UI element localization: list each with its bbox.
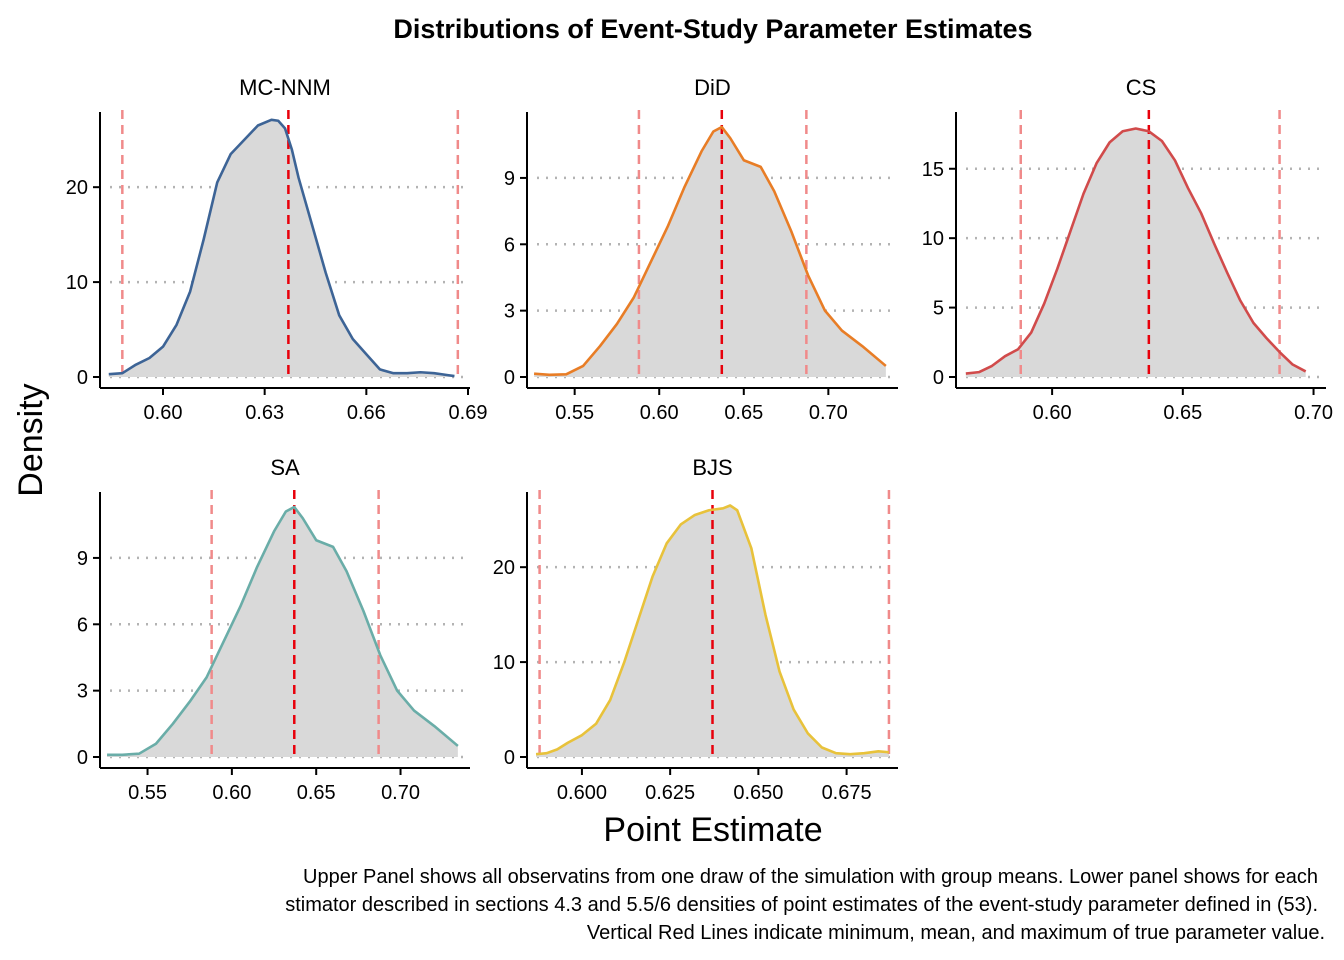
x-axis-title: Point Estimate [603, 811, 822, 849]
y-tick-label: 0 [933, 367, 944, 389]
density-area-cs [965, 128, 1306, 377]
y-tick-label: 9 [504, 168, 515, 190]
x-tick-label: 0.63 [245, 402, 284, 424]
x-tick-label: 0.55 [555, 402, 594, 424]
x-tick-label: 0.70 [381, 782, 420, 804]
y-tick-label: 3 [504, 301, 515, 323]
panel-title-bjs: BJS [692, 455, 732, 480]
panel-sa: SA 0 3 6 9 0.55 0.60 0.65 0.70 [77, 455, 470, 804]
y-tick-label: 0 [77, 747, 88, 769]
x-tick-label: 0.60 [1033, 402, 1072, 424]
y-axis-title: Density [12, 383, 50, 496]
density-area-mc-nnm [108, 119, 455, 378]
panel-mc-nnm: MC-NNM 0 10 20 0.60 0.63 0.66 0.69 [66, 75, 488, 424]
y-tick-label: 3 [77, 681, 88, 703]
panels: MC-NNM 0 10 20 0.60 0.63 0.66 0.69 DiD 0 3 6 9 0.55 0.… [66, 75, 1333, 804]
x-tick-label: 0.70 [1294, 402, 1333, 424]
x-tick-label: 0.625 [645, 782, 695, 804]
panel-title-sa: SA [270, 455, 300, 480]
panel-title-did: DiD [694, 75, 731, 100]
y-tick-label: 20 [493, 557, 515, 579]
x-tick-label: 0.60 [144, 402, 183, 424]
y-tick-label: 20 [66, 177, 88, 199]
y-tick-label: 15 [922, 159, 944, 181]
density-curve-cs [965, 127, 1307, 375]
caption-line-1: Upper Panel shows all observatins from o… [303, 866, 1318, 888]
y-tick-label: 10 [493, 652, 515, 674]
y-tick-label: 10 [66, 272, 88, 294]
y-tick-label: 0 [504, 747, 515, 769]
panel-title-cs: CS [1126, 75, 1157, 100]
x-tick-label: 0.65 [1163, 402, 1202, 424]
y-tick-label: 5 [933, 298, 944, 320]
x-tick-label: 0.55 [128, 782, 167, 804]
x-tick-label: 0.65 [724, 402, 763, 424]
x-tick-label: 0.70 [809, 402, 848, 424]
caption-line-3: Vertical Red Lines indicate minimum, mea… [587, 922, 1325, 944]
y-tick-label: 9 [77, 548, 88, 570]
density-area-did [534, 127, 886, 377]
x-tick-label: 0.66 [347, 402, 386, 424]
x-tick-label: 0.60 [640, 402, 679, 424]
density-area-sa [107, 507, 458, 757]
x-tick-label: 0.600 [557, 782, 607, 804]
y-tick-label: 0 [504, 367, 515, 389]
chart-title: Distributions of Event-Study Parameter E… [393, 14, 1032, 44]
density-curve-mc-nnm [108, 118, 455, 378]
density-curve-bjs [535, 504, 890, 756]
x-tick-label: 0.675 [822, 782, 872, 804]
density-curve-sa [107, 505, 459, 757]
panel-cs: CS 0 5 10 15 0.60 0.65 0.70 [922, 75, 1333, 424]
panel-bjs: BJS 0 10 20 0.600 0.625 0.650 0.675 [493, 455, 898, 804]
panel-title-mc-nnm: MC-NNM [239, 75, 331, 100]
y-tick-label: 0 [77, 367, 88, 389]
caption-line-2: stimator described in sections 4.3 and 5… [285, 894, 1318, 916]
y-tick-label: 6 [504, 234, 515, 256]
x-tick-label: 0.60 [212, 782, 251, 804]
y-tick-label: 10 [922, 228, 944, 250]
density-curve-did [533, 125, 887, 377]
panel-did: DiD 0 3 6 9 0.55 0.60 0.65 0.70 [504, 75, 898, 424]
x-tick-label: 0.65 [297, 782, 336, 804]
x-tick-label: 0.69 [449, 402, 488, 424]
x-tick-label: 0.650 [733, 782, 783, 804]
y-tick-label: 6 [77, 614, 88, 636]
